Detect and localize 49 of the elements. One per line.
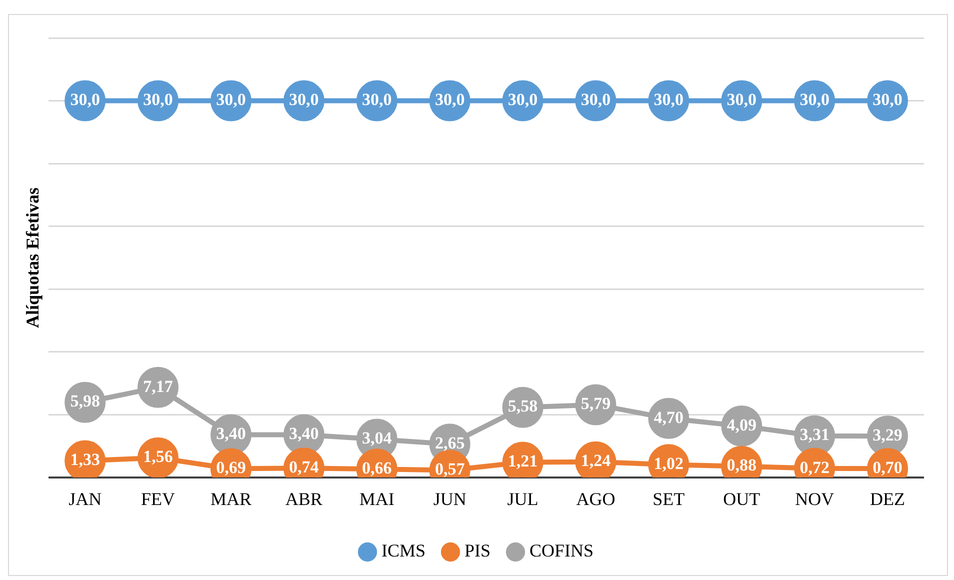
- data-label: 2,65: [434, 434, 465, 453]
- data-label: 30,0: [216, 90, 246, 110]
- data-label: 0,74: [289, 458, 320, 476]
- legend-label: PIS: [464, 540, 491, 561]
- data-label: 7,17: [143, 376, 174, 396]
- x-tick-label: MAI: [359, 488, 394, 509]
- data-label: 30,0: [143, 90, 173, 110]
- data-label: 1,21: [508, 452, 538, 471]
- data-label: 30,0: [800, 90, 830, 110]
- data-label: 3,40: [216, 424, 246, 444]
- data-label: 4,70: [654, 408, 684, 427]
- data-label: 30,0: [289, 90, 319, 110]
- data-label: 1,56: [143, 447, 173, 466]
- data-label: 1,24: [580, 451, 612, 470]
- data-label: 3,04: [362, 428, 392, 448]
- data-label: 5,58: [508, 396, 538, 416]
- data-label: 3,40: [289, 424, 319, 444]
- data-label: 30,0: [872, 90, 902, 110]
- data-label: 0,57: [434, 460, 466, 479]
- data-label: 30,0: [362, 90, 392, 110]
- data-label: 4,09: [726, 415, 756, 434]
- data-label: 0,72: [800, 458, 830, 477]
- data-label: 0,88: [726, 456, 756, 475]
- data-label: 30,0: [726, 90, 756, 110]
- data-label: 30,0: [434, 90, 465, 110]
- data-label: 5,79: [580, 394, 611, 414]
- x-tick-label: SET: [652, 488, 685, 509]
- data-label: 30,0: [70, 90, 100, 110]
- data-label: 3,29: [872, 425, 902, 444]
- data-label: 30,0: [580, 90, 611, 110]
- x-tick-label: FEV: [141, 488, 176, 509]
- legend-label: COFINS: [530, 540, 594, 561]
- x-tick-label: AGO: [576, 488, 616, 509]
- data-label: 5,98: [70, 392, 100, 411]
- x-tick-label: JUL: [507, 488, 538, 509]
- legend-label: ICMS: [381, 540, 426, 561]
- data-label: 3,31: [800, 425, 830, 444]
- y-axis-title: Alíquotas Efetivas: [22, 187, 42, 328]
- data-label: 30,0: [508, 90, 538, 110]
- x-tick-label: DEZ: [870, 488, 906, 509]
- x-tick-label: MAR: [210, 488, 252, 509]
- x-tick-label: NOV: [795, 488, 834, 509]
- x-tick-label: JAN: [68, 488, 102, 509]
- x-tick-label: OUT: [723, 488, 760, 509]
- x-tick-label: JUN: [433, 488, 466, 509]
- data-label: 1,02: [654, 454, 684, 473]
- x-tick-label: ABR: [285, 488, 322, 509]
- data-label: 30,0: [654, 90, 684, 110]
- data-label: 1,33: [70, 450, 100, 470]
